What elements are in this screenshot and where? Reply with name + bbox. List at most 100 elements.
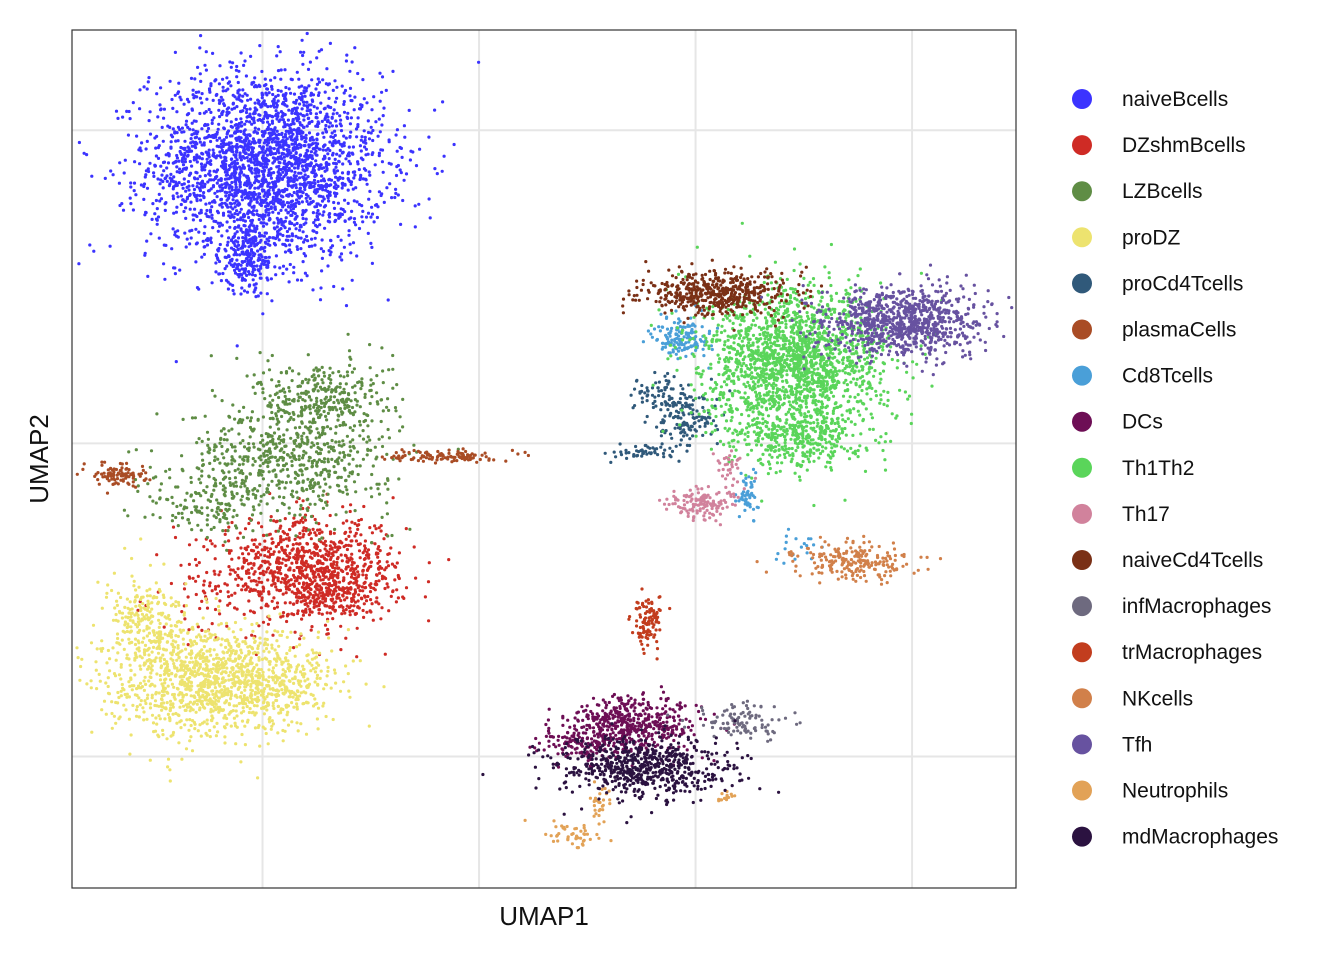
point-DZshmBcells: [261, 620, 266, 624]
point-naiveBcells: [243, 122, 247, 126]
point-naiveBcells: [227, 236, 231, 240]
point-naiveBcells: [208, 161, 212, 166]
point-DZshmBcells: [335, 557, 340, 561]
point-DZshmBcells: [288, 527, 292, 532]
point-LZBcells: [197, 437, 201, 441]
point-naiveBcells: [233, 232, 237, 236]
point-DZshmBcells: [341, 521, 345, 525]
point-naiveBcells: [333, 79, 337, 83]
point-LZBcells: [401, 397, 405, 401]
point-LZBcells: [227, 470, 231, 474]
point-LZBcells: [245, 489, 249, 493]
point-naiveBcells: [253, 126, 257, 130]
point-LZBcells: [233, 476, 237, 480]
point-LZBcells: [350, 370, 354, 374]
point-naiveBcells: [251, 229, 255, 233]
point-naiveBcells: [229, 205, 233, 209]
point-DZshmBcells: [295, 500, 299, 504]
point-naiveBcells: [263, 110, 267, 114]
point-naiveBcells: [401, 198, 405, 203]
point-naiveBcells: [367, 197, 371, 201]
point-naiveBcells: [202, 252, 206, 256]
point-DZshmBcells: [350, 572, 354, 576]
point-LZBcells: [201, 463, 205, 467]
point-LZBcells: [253, 459, 257, 463]
point-naiveBcells: [328, 140, 332, 144]
point-LZBcells: [281, 408, 286, 413]
point-naiveBcells: [303, 238, 307, 242]
point-LZBcells: [287, 397, 291, 402]
point-naiveBcells: [250, 205, 254, 209]
point-naiveBcells: [250, 153, 254, 157]
point-naiveBcells: [239, 117, 243, 121]
point-naiveBcells: [215, 195, 219, 199]
point-naiveBcells: [307, 162, 311, 166]
point-naiveBcells: [175, 205, 179, 209]
point-DZshmBcells: [314, 584, 318, 588]
point-LZBcells: [292, 397, 296, 402]
point-naiveBcells: [238, 171, 242, 175]
point-naiveBcells: [257, 192, 261, 196]
point-LZBcells: [280, 455, 284, 459]
point-DZshmBcells: [223, 532, 227, 537]
point-LZBcells: [286, 419, 290, 423]
point-naiveBcells: [263, 255, 267, 260]
point-naiveBcells: [250, 210, 254, 215]
point-naiveBcells: [316, 93, 321, 97]
point-LZBcells: [312, 417, 316, 421]
point-naiveBcells: [377, 151, 381, 155]
point-naiveBcells: [292, 154, 296, 158]
point-DZshmBcells: [270, 541, 274, 545]
point-DZshmBcells: [344, 608, 348, 612]
point-naiveBcells: [284, 168, 288, 173]
point-DZshmBcells: [295, 548, 299, 552]
point-LZBcells: [239, 469, 244, 473]
point-LZBcells: [314, 471, 318, 475]
point-LZBcells: [136, 489, 140, 493]
point-naiveBcells: [262, 168, 267, 172]
point-naiveBcells: [176, 229, 180, 233]
point-naiveBcells: [152, 171, 156, 175]
point-naiveBcells: [265, 222, 269, 226]
point-naiveBcells: [307, 131, 312, 135]
point-naiveBcells: [211, 98, 215, 102]
point-naiveBcells: [168, 79, 172, 83]
point-naiveBcells: [164, 243, 168, 247]
point-naiveBcells: [228, 215, 233, 220]
point-naiveBcells: [318, 147, 322, 151]
point-naiveBcells: [185, 195, 190, 199]
point-naiveBcells: [246, 230, 250, 234]
point-naiveBcells: [328, 253, 332, 257]
point-naiveBcells: [300, 38, 304, 42]
point-LZBcells: [356, 472, 360, 477]
point-naiveBcells: [199, 198, 203, 202]
point-DZshmBcells: [348, 526, 352, 530]
point-naiveBcells: [343, 198, 347, 202]
point-naiveBcells: [182, 177, 186, 181]
point-LZBcells: [297, 457, 301, 462]
point-DZshmBcells: [379, 524, 383, 528]
point-naiveBcells: [273, 127, 277, 131]
point-naiveBcells: [200, 157, 204, 161]
point-naiveBcells: [247, 148, 251, 152]
point-DZshmBcells: [357, 549, 362, 553]
point-naiveBcells: [155, 92, 159, 96]
point-naiveBcells: [217, 224, 222, 228]
point-naiveBcells: [312, 164, 316, 169]
point-naiveBcells: [301, 183, 305, 187]
point-naiveBcells: [155, 207, 159, 211]
point-naiveBcells: [145, 239, 149, 243]
point-naiveBcells: [265, 87, 270, 91]
point-DZshmBcells: [295, 600, 299, 605]
point-naiveBcells: [177, 159, 181, 163]
point-DZshmBcells: [266, 566, 271, 570]
point-LZBcells: [336, 476, 340, 480]
point-LZBcells: [293, 476, 297, 480]
point-LZBcells: [386, 397, 390, 401]
point-naiveBcells: [273, 265, 277, 269]
point-DZshmBcells: [243, 527, 248, 531]
point-LZBcells: [346, 453, 350, 457]
point-LZBcells: [333, 470, 337, 474]
point-DZshmBcells: [197, 561, 201, 565]
point-naiveBcells: [302, 100, 306, 104]
